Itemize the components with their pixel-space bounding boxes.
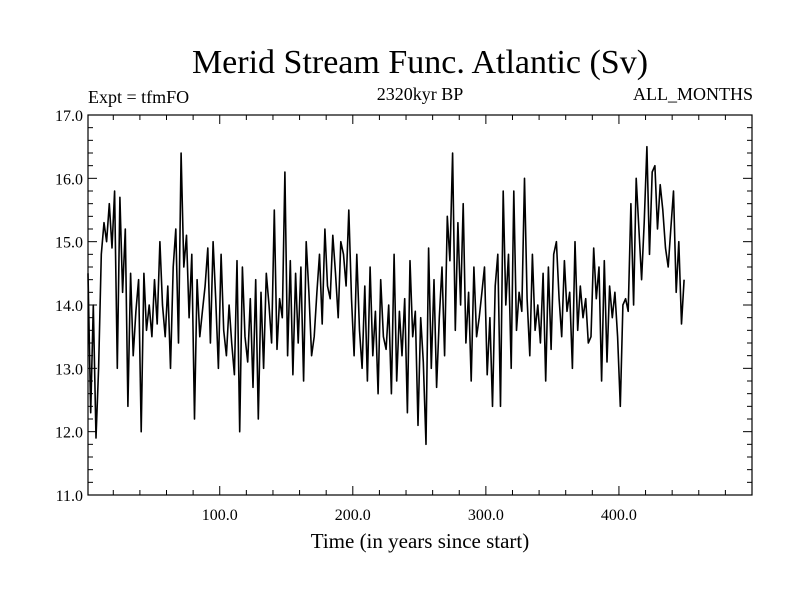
y-tick-label: 14.0	[55, 298, 83, 315]
x-tick-label: 400.0	[601, 507, 637, 524]
y-tick-label: 17.0	[55, 108, 83, 125]
y-tick-label: 11.0	[56, 488, 83, 505]
x-axis-label: Time (in years since start)	[311, 529, 530, 553]
y-tick-label: 12.0	[55, 425, 83, 442]
y-tick-label: 15.0	[55, 235, 83, 252]
period-label: 2320kyr BP	[377, 84, 464, 104]
months-label: ALL_MONTHS	[633, 84, 753, 104]
y-tick-label: 13.0	[55, 361, 83, 378]
y-tick-label: 16.0	[55, 171, 83, 188]
experiment-label: Expt = tfmFO	[88, 87, 189, 107]
data-series-line	[87, 145, 685, 446]
x-tick-label: 100.0	[202, 507, 238, 524]
chart-title: Merid Stream Func. Atlantic (Sv)	[192, 44, 648, 81]
x-tick-label: 300.0	[468, 507, 504, 524]
plot-area: 11.0 12.0 13.0 14.0 15.0 16.0 17.0 100.0 200.0 30…	[55, 108, 753, 524]
x-tick-label: 200.0	[335, 507, 371, 524]
